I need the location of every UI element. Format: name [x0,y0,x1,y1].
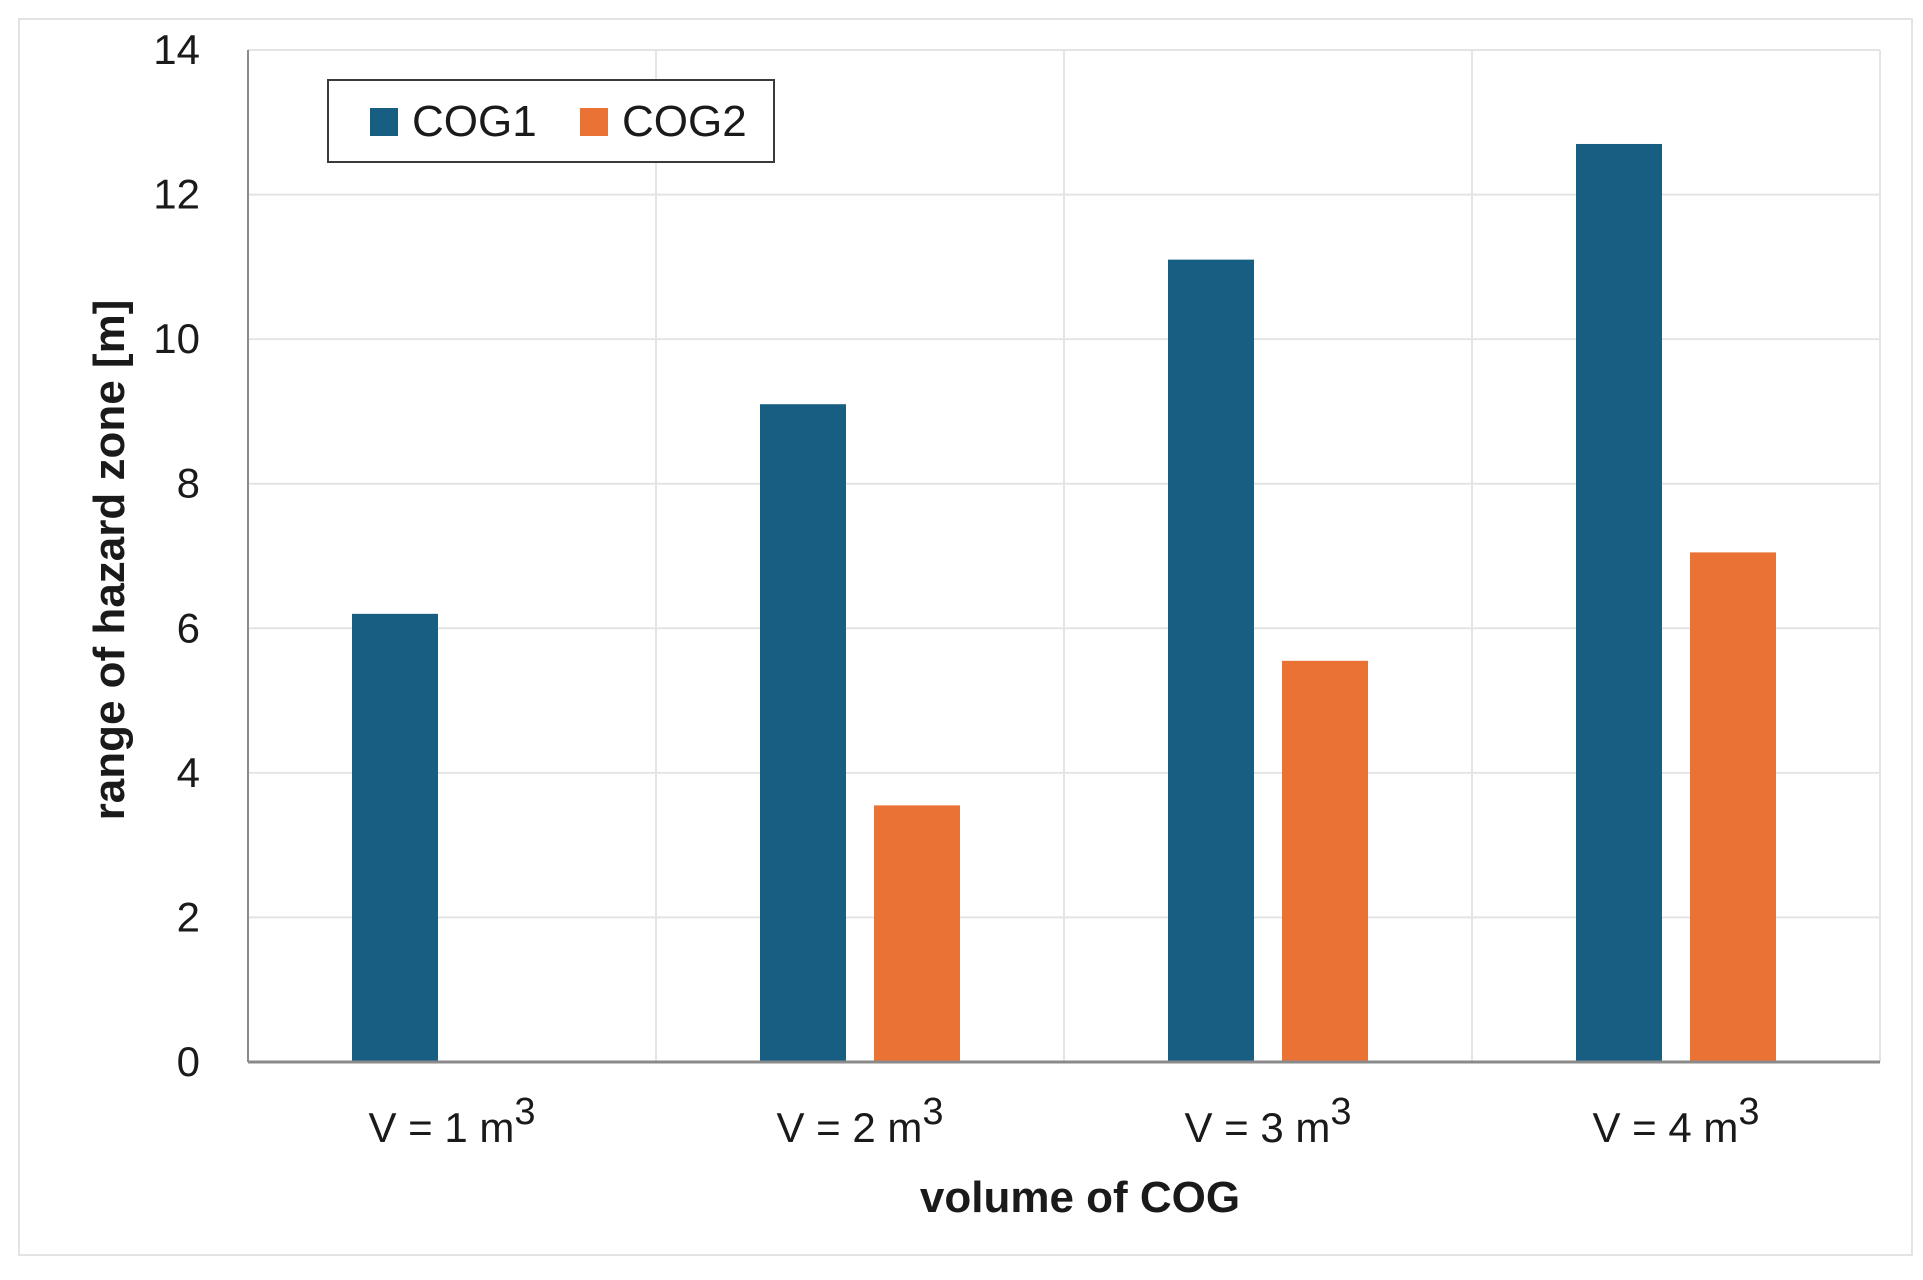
legend-swatch-cog2 [580,108,608,136]
legend-label-cog2: COG2 [622,97,747,146]
y-tick-label: 14 [153,26,200,73]
x-tick-labels: V = 1 m3 V = 2 m3 V = 3 m3 V = 4 m3 [368,1091,1759,1151]
y-tick-labels: 0 2 4 6 8 10 12 14 [153,26,200,1085]
y-tick-label: 0 [177,1038,200,1085]
bar-cog1-3 [1168,259,1254,1063]
bars [352,143,1776,1063]
x-tick-label: V = 2 m3 [776,1091,943,1151]
axes [247,50,1880,1064]
y-tick-label: 4 [177,749,200,796]
legend: COG1 COG2 [327,79,775,163]
y-tick-label: 8 [177,460,200,507]
legend-box [327,79,775,163]
x-tick-label: V = 3 m3 [1184,1091,1351,1151]
bar-cog1-1 [352,613,438,1062]
bar-cog2-2 [874,805,960,1062]
y-tick-label: 12 [153,171,200,218]
bar-cog2-3 [1282,660,1368,1062]
y-tick-label: 10 [153,315,200,362]
legend-label-cog1: COG1 [412,97,537,146]
y-tick-label: 6 [177,604,200,651]
bar-cog1-4 [1576,143,1662,1062]
x-axis-title: volume of COG [920,1173,1240,1222]
x-tick-label: V = 4 m3 [1592,1091,1759,1151]
bar-cog2-4 [1690,552,1776,1062]
legend-swatch-cog1 [370,108,398,136]
bar-cog1-2 [760,404,846,1062]
x-tick-label: V = 1 m3 [368,1091,535,1151]
y-axis-title: range of hazard zone [m] [85,300,134,821]
y-tick-label: 2 [177,893,200,940]
